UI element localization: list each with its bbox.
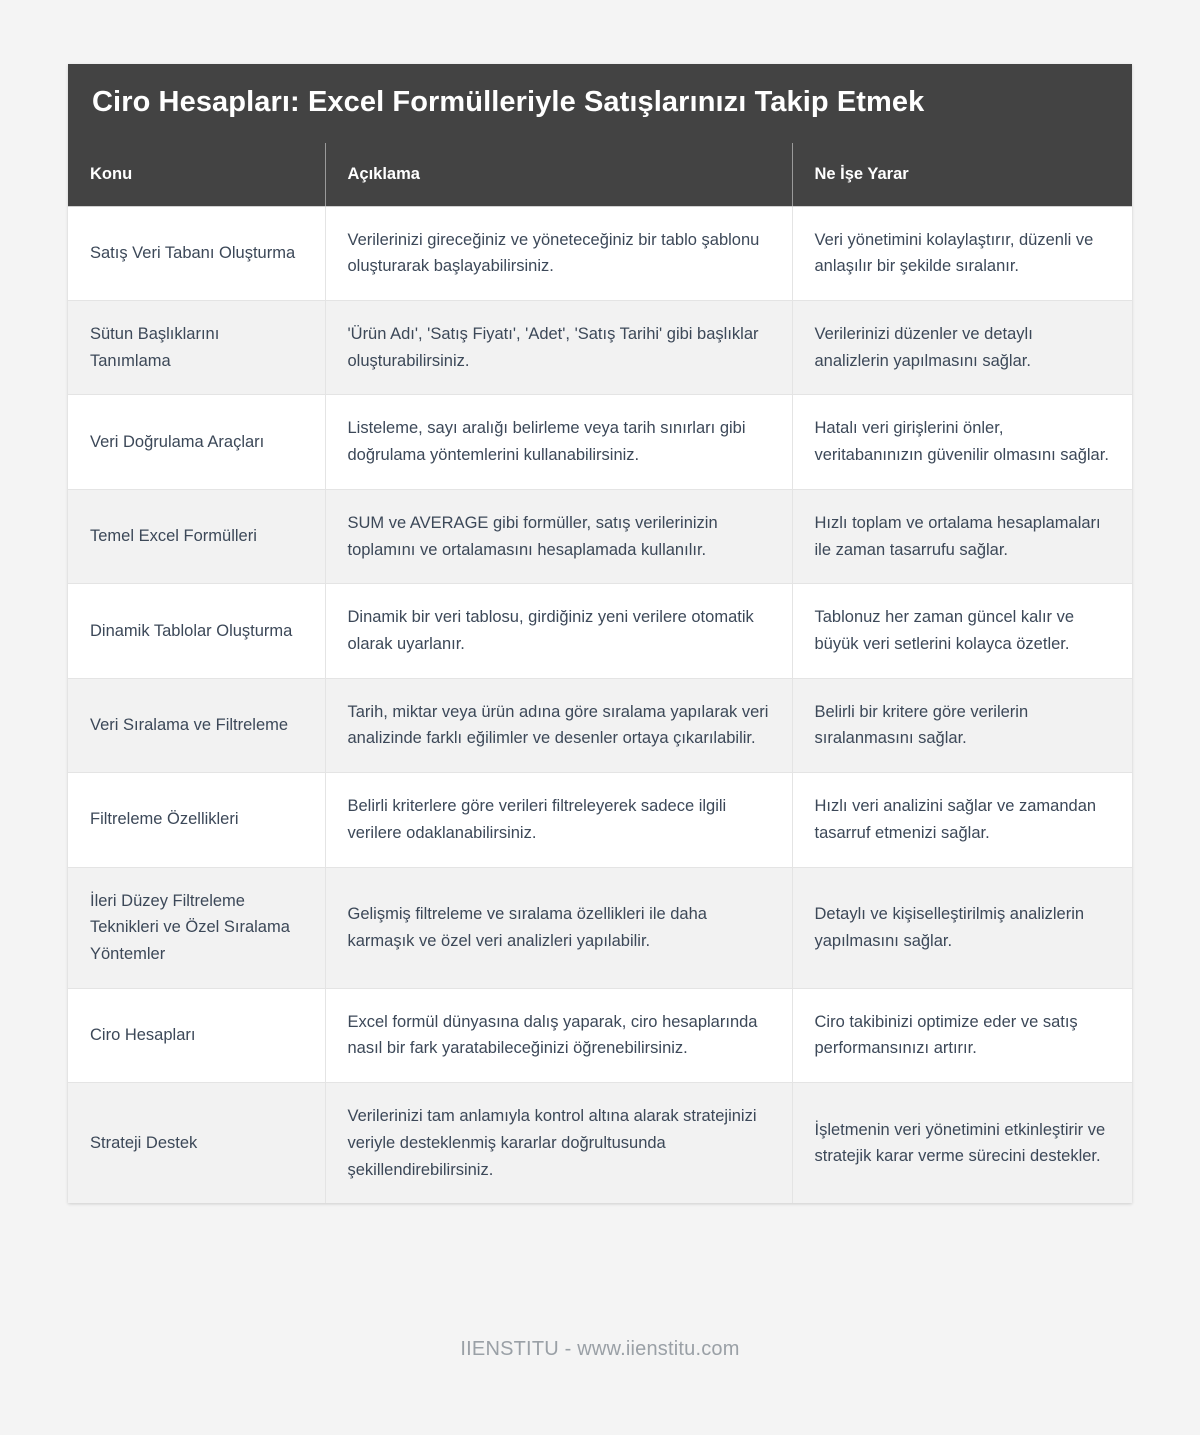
column-header-ne-ise-yarar: Ne İşe Yarar — [791, 143, 1132, 207]
cell-ne-ise-yarar: Verilerinizi düzenler ve detaylı analizl… — [791, 300, 1132, 396]
cell-ne-ise-yarar: Tablonuz her zaman güncel kalır ve büyük… — [791, 583, 1132, 679]
cell-aciklama: SUM ve AVERAGE gibi formüller, satış ver… — [324, 489, 792, 585]
cell-ne-ise-yarar: Hızlı toplam ve ortalama hesaplamaları i… — [791, 489, 1132, 585]
cell-aciklama: 'Ürün Adı', 'Satış Fiyatı', 'Adet', 'Sat… — [324, 300, 792, 396]
cell-konu: Satış Veri Tabanı Oluşturma — [68, 206, 325, 301]
cell-ne-ise-yarar: Veri yönetimini kolaylaştırır, düzenli v… — [791, 206, 1132, 301]
table-header: Konu Açıklama Ne İşe Yarar — [68, 143, 1132, 207]
cell-ne-ise-yarar: Hatalı veri girişlerini önler, veritaban… — [791, 394, 1132, 490]
cell-konu: Filtreleme Özellikleri — [68, 772, 325, 868]
cell-konu: İleri Düzey Filtreleme Teknikleri ve Öze… — [68, 867, 325, 989]
column-header-konu: Konu — [68, 143, 325, 207]
cell-konu: Veri Sıralama ve Filtreleme — [68, 678, 325, 774]
cell-ne-ise-yarar: Detaylı ve kişiselleştirilmiş analizleri… — [791, 867, 1132, 989]
page-title: Ciro Hesapları: Excel Formülleriyle Satı… — [68, 64, 1132, 143]
cell-aciklama: Listeleme, sayı aralığı belirleme veya t… — [324, 394, 792, 490]
cell-aciklama: Verilerinizi gireceğiniz ve yöneteceğini… — [324, 206, 792, 301]
table-row: Veri Doğrulama Araçları Listeleme, sayı … — [68, 394, 1132, 490]
footer-attribution: IIENSTITU - www.iienstitu.com — [460, 1338, 740, 1360]
cell-konu: Sütun Başlıklarını Tanımlama — [68, 300, 325, 396]
table-row: Strateji Destek Verilerinizi tam anlamıy… — [68, 1082, 1132, 1204]
cell-aciklama: Gelişmiş filtreleme ve sıralama özellikl… — [324, 867, 792, 989]
info-table: Konu Açıklama Ne İşe Yarar Satış Veri Ta… — [68, 143, 1132, 1204]
content-card: Ciro Hesapları: Excel Formülleriyle Satı… — [68, 64, 1132, 1204]
cell-ne-ise-yarar: Ciro takibinizi optimize eder ve satış p… — [791, 988, 1132, 1084]
table-body: Satış Veri Tabanı Oluşturma Verilerinizi… — [68, 206, 1132, 1204]
column-header-aciklama: Açıklama — [324, 143, 792, 207]
table-row: Ciro Hesapları Excel formül dünyasına da… — [68, 988, 1132, 1084]
cell-ne-ise-yarar: Belirli bir kritere göre verilerin sıral… — [791, 678, 1132, 774]
cell-aciklama: Excel formül dünyasına dalış yaparak, ci… — [324, 988, 792, 1084]
cell-ne-ise-yarar: Hızlı veri analizini sağlar ve zamandan … — [791, 772, 1132, 868]
table-row: Filtreleme Özellikleri Belirli kriterler… — [68, 772, 1132, 868]
cell-konu: Veri Doğrulama Araçları — [68, 394, 325, 490]
cell-ne-ise-yarar: İşletmenin veri yönetimini etkinleştirir… — [791, 1082, 1132, 1204]
table-header-row: Konu Açıklama Ne İşe Yarar — [68, 143, 1132, 207]
cell-aciklama: Dinamik bir veri tablosu, girdiğiniz yen… — [324, 583, 792, 679]
table-row: İleri Düzey Filtreleme Teknikleri ve Öze… — [68, 867, 1132, 989]
table-row: Veri Sıralama ve Filtreleme Tarih, mikta… — [68, 678, 1132, 774]
cell-aciklama: Tarih, miktar veya ürün adına göre sıral… — [324, 678, 792, 774]
cell-konu: Strateji Destek — [68, 1082, 325, 1204]
table-row: Dinamik Tablolar Oluşturma Dinamik bir v… — [68, 583, 1132, 679]
cell-aciklama: Belirli kriterlere göre verileri filtrel… — [324, 772, 792, 868]
table-row: Satış Veri Tabanı Oluşturma Verilerinizi… — [68, 206, 1132, 301]
table-row: Temel Excel Formülleri SUM ve AVERAGE gi… — [68, 489, 1132, 585]
cell-aciklama: Verilerinizi tam anlamıyla kontrol altın… — [324, 1082, 792, 1204]
cell-konu: Dinamik Tablolar Oluşturma — [68, 583, 325, 679]
table-row: Sütun Başlıklarını Tanımlama 'Ürün Adı',… — [68, 300, 1132, 396]
cell-konu: Ciro Hesapları — [68, 988, 325, 1084]
cell-konu: Temel Excel Formülleri — [68, 489, 325, 585]
